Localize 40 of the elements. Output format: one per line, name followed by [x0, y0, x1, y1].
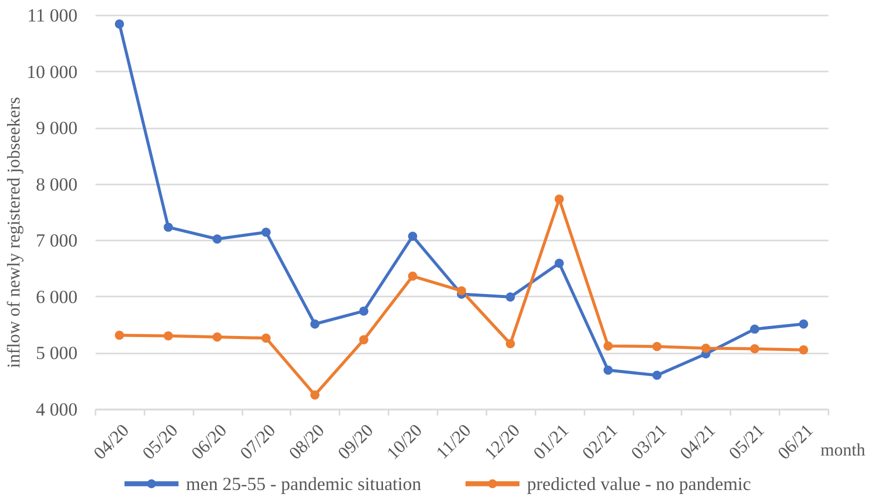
point	[359, 335, 368, 344]
point	[506, 292, 515, 302]
point	[114, 19, 124, 29]
legend-label: men 25-55 - pandemic situation	[186, 474, 422, 495]
point	[603, 366, 613, 375]
point	[164, 222, 173, 232]
point	[212, 234, 222, 244]
point	[798, 319, 808, 329]
point	[261, 228, 271, 237]
y-tick-label: 10 000	[26, 62, 78, 83]
y-tick-label: 6 000	[36, 288, 78, 308]
y-tick-label: 7 000	[36, 232, 78, 252]
point	[506, 339, 515, 348]
y-tick-label: 9 000	[36, 119, 78, 140]
point	[212, 332, 222, 342]
point	[701, 344, 710, 353]
point	[750, 344, 760, 354]
point	[652, 370, 662, 380]
point	[603, 341, 613, 351]
x-axis-title: month	[820, 440, 866, 460]
point	[164, 331, 173, 340]
point	[359, 306, 368, 316]
y-axis-title: inflow of newly registered jobseekers	[4, 97, 24, 368]
point	[408, 272, 418, 281]
point	[554, 258, 564, 268]
point	[750, 324, 760, 334]
point	[310, 319, 320, 329]
y-tick-label: 4 000	[36, 400, 78, 420]
point	[554, 194, 564, 204]
point	[310, 390, 320, 400]
point	[456, 286, 466, 296]
y-tick-label: 8 000	[36, 175, 78, 196]
point	[114, 330, 124, 340]
point	[408, 232, 418, 241]
point	[652, 342, 662, 352]
point	[261, 333, 271, 343]
legend-label: predicted value - no pandemic	[527, 474, 751, 495]
y-tick-label: 11 000	[27, 6, 78, 26]
point	[798, 345, 808, 354]
y-tick-label: 5 000	[36, 344, 78, 364]
